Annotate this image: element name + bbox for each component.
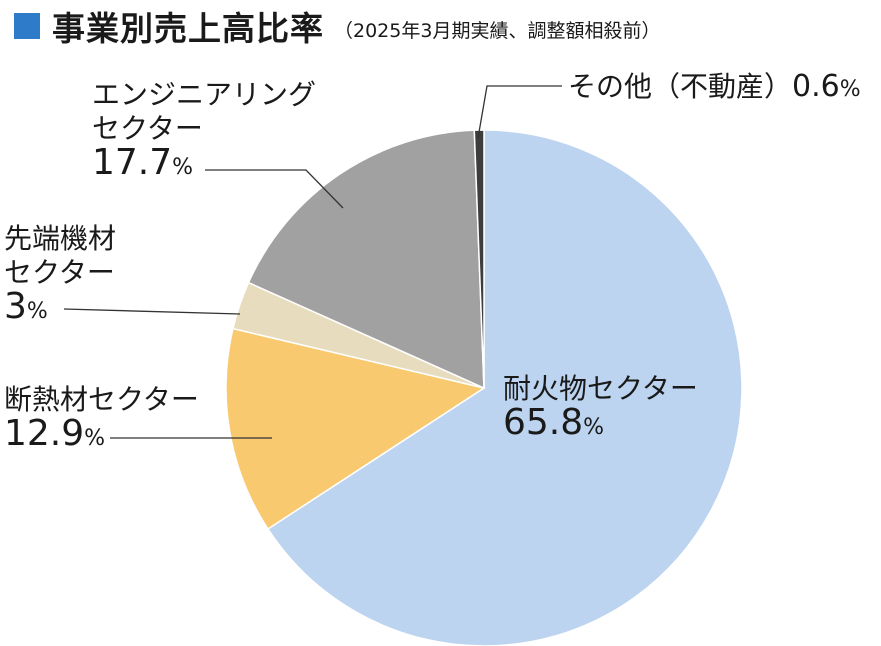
label-engineering-name-1: エンジニアリング (92, 78, 317, 111)
leader-line-advanced-materials (63, 308, 241, 315)
chart-header: 事業別売上高比率 （2025年3月期実績、調整額相殺前） (14, 6, 661, 48)
label-other-unit: % (839, 77, 861, 102)
label-advanced-materials-unit: % (26, 299, 48, 324)
leader-line-other (477, 85, 562, 139)
label-advanced-materials: 先端機材 セクター 3% (4, 222, 116, 329)
label-engineering-value: 17.7 (92, 142, 173, 183)
label-insulation: 断熱材セクター 12.9% (4, 383, 199, 456)
label-engineering-unit: % (172, 155, 194, 180)
label-advanced-materials-value: 3 (4, 286, 27, 327)
slice-insulation (225, 327, 486, 531)
label-other: その他（不動産）0.6% (568, 70, 861, 107)
label-engineering: エンジニアリング セクター 17.7% (92, 78, 316, 185)
label-engineering-name-2: セクター (92, 112, 203, 145)
leader-line-engineering (205, 169, 344, 209)
label-other-name: その他（不動産） (568, 70, 793, 103)
title-square-icon (14, 13, 40, 39)
slice-refractory (266, 129, 743, 646)
label-insulation-name: 断熱材セクター (4, 383, 199, 416)
slice-engineering (247, 129, 485, 390)
chart-title: 事業別売上高比率 (52, 9, 324, 48)
label-advanced-materials-name-2: セクター (4, 256, 115, 289)
label-insulation-unit: % (84, 426, 106, 451)
label-advanced-materials-name-1: 先端機材 (4, 222, 117, 255)
label-refractory-unit: % (583, 415, 605, 440)
label-other-value: 0.6 (792, 69, 840, 104)
label-insulation-value: 12.9 (4, 413, 85, 454)
chart-subtitle: （2025年3月期実績、調整額相殺前） (334, 19, 661, 42)
label-refractory-value: 65.8 (503, 402, 584, 443)
label-refractory: 耐火物セクター 65.8% (503, 372, 698, 445)
label-refractory-name: 耐火物セクター (503, 372, 698, 405)
